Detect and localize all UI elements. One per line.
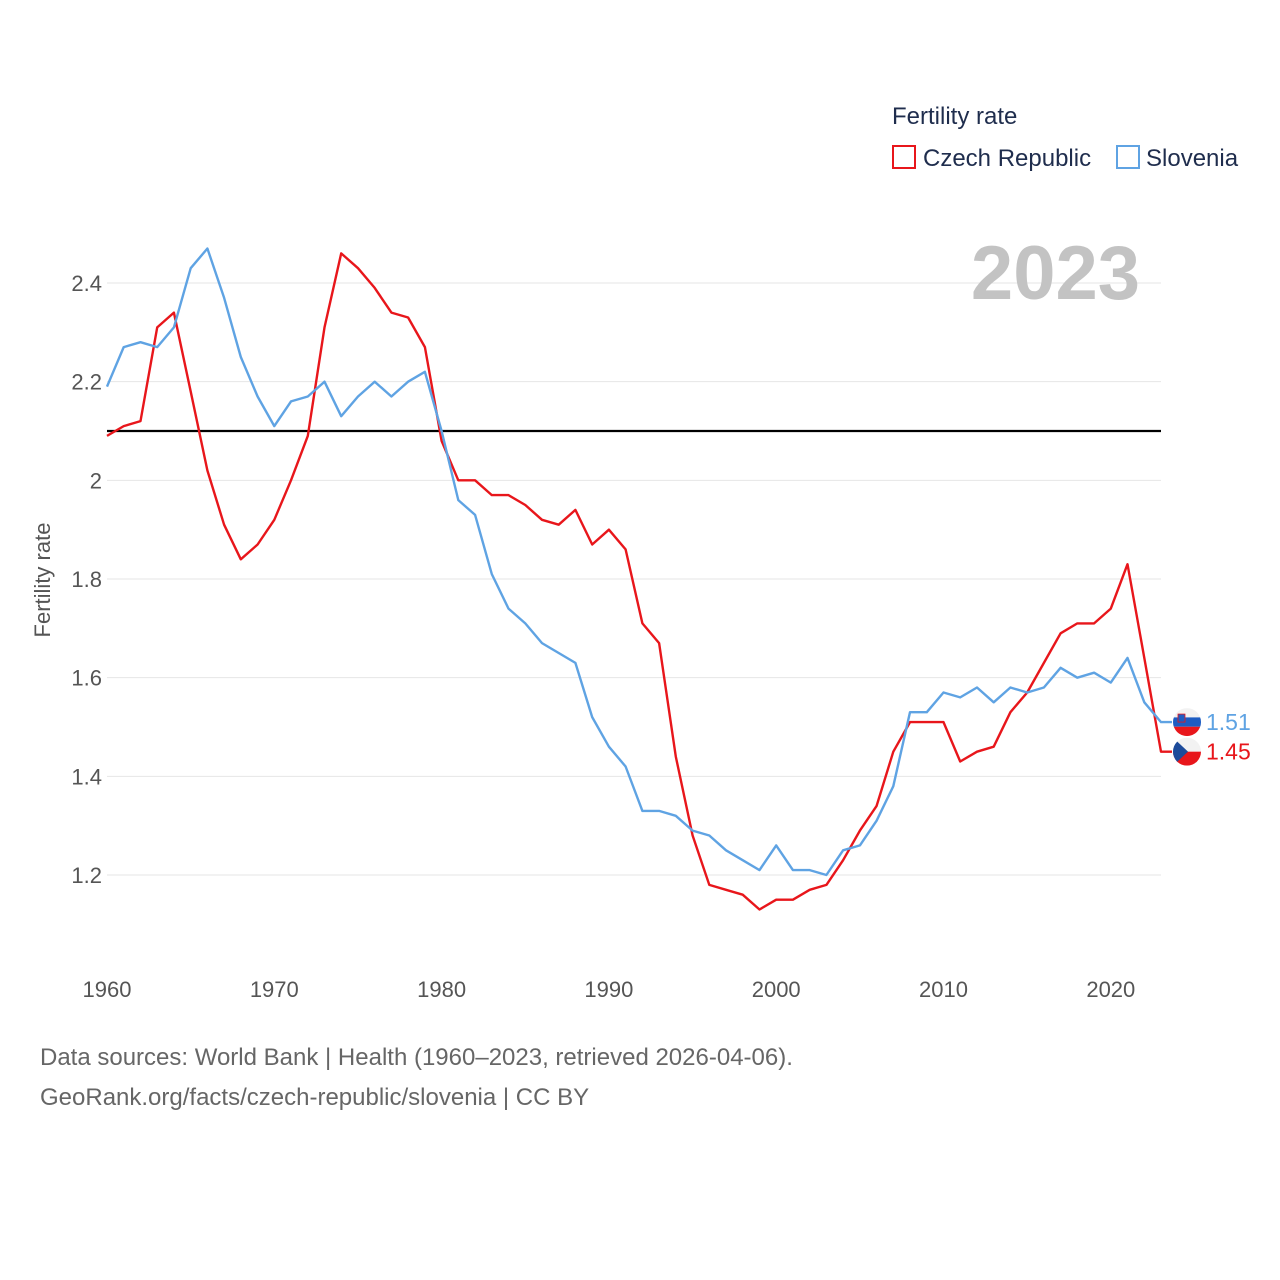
grid-lines [107,282,1161,876]
x-tick-label: 2020 [1086,977,1135,1002]
y-tick-label: 2.4 [71,271,102,296]
end-markers: 1.45 1.51 [1173,708,1251,766]
end-value-label: 1.45 [1206,739,1251,765]
flag-coat-of-arms [1177,713,1186,723]
y-tick-label: 2 [90,468,102,493]
y-axis-label: Fertility rate [30,523,55,638]
series-lines [105,247,1172,911]
y-tick-label: 2.2 [71,370,102,395]
end-value-label: 1.51 [1206,709,1251,735]
y-axis-ticks: 1.2 1.4 1.6 1.8 2 2.2 2.4 [71,271,102,888]
flag-stripe-blue [1173,717,1201,727]
fertility-rate-chart: 1.2 1.4 1.6 1.8 2 2.2 2.4 1960 1970 1980 1990 2000… [30,103,1251,1002]
source-link[interactable]: GeoRank.org/facts/czech-republic/sloveni… [40,1084,590,1111]
flag-stripe-white [1173,708,1201,718]
legend-item-czech-republic[interactable]: Czech Republic [892,145,1091,172]
y-tick-label: 1.6 [71,666,102,691]
x-tick-label: 2000 [752,977,801,1002]
legend: Fertility rate Czech Republic Slovenia [892,103,1239,172]
current-year-label: 2023 [971,231,1140,316]
series-line-czech-republic [106,252,1172,911]
czech-flag-marker [1173,737,1201,766]
x-tick-label: 2010 [919,977,968,1002]
czech-flag [1173,737,1201,766]
x-tick-label: 1970 [250,977,299,1002]
x-axis-ticks: 1960 1970 1980 1990 2000 2010 2020 [83,977,1136,1002]
flag-triangle-blue [1173,737,1188,766]
series-line-slovenia [105,247,1172,877]
x-tick-label: 1990 [584,977,633,1002]
legend-label-slovenia: Slovenia [1146,145,1239,172]
legend-item-slovenia[interactable]: Slovenia [1116,145,1239,172]
legend-title: Fertility rate [892,103,1017,130]
x-tick-label: 1960 [83,977,132,1002]
legend-swatch-czech-republic [892,145,916,169]
legend-swatch-slovenia [1116,145,1140,169]
y-tick-label: 1.4 [71,764,102,789]
flag-stripe-red [1173,726,1201,737]
y-tick-label: 1.8 [71,567,102,592]
legend-label-czech-republic: Czech Republic [923,145,1091,172]
slovenia-flag [1173,708,1201,737]
x-tick-label: 1980 [417,977,466,1002]
y-tick-label: 1.2 [71,863,102,888]
slovenia-flag-marker [1173,708,1201,737]
data-sources-note: Data sources: World Bank | Health (1960–… [40,1044,793,1071]
